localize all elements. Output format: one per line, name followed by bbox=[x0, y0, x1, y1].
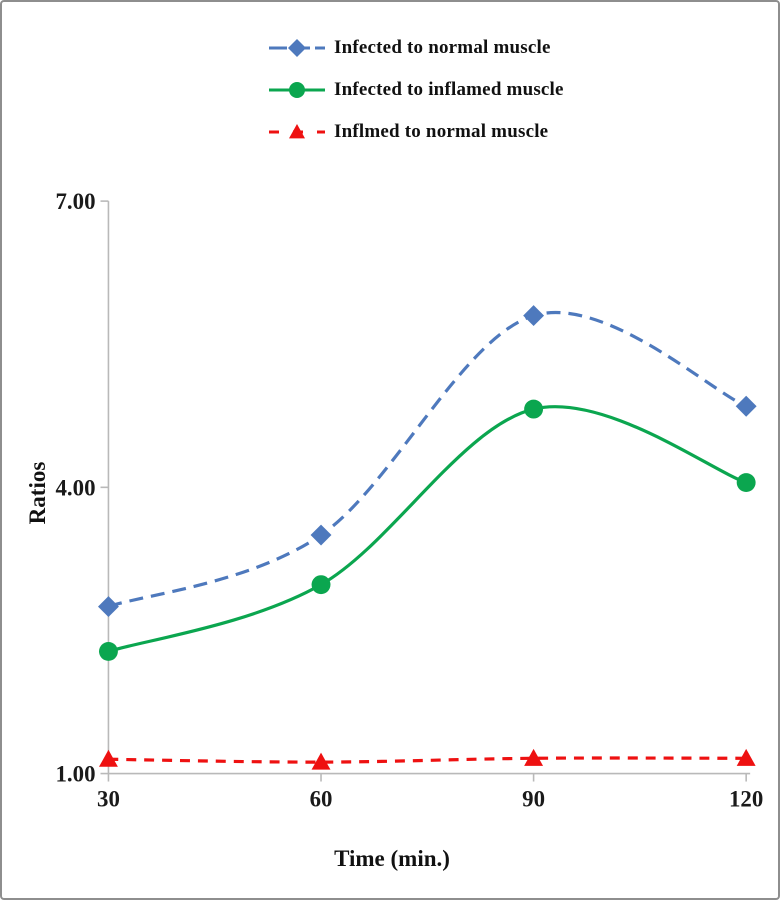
legend-item-0: Infected to normal muscle bbox=[268, 27, 564, 69]
diamond-marker bbox=[735, 395, 757, 417]
legend-item-1: Infected to inflamed muscle bbox=[268, 69, 564, 111]
circle-marker bbox=[524, 399, 544, 419]
chart-legend: Infected to normal muscle Infected to inf… bbox=[268, 27, 564, 153]
triangle-marker bbox=[289, 124, 305, 139]
circle-marker bbox=[736, 473, 756, 493]
series-line-0 bbox=[107, 311, 747, 609]
circle-marker bbox=[99, 641, 118, 661]
triangle-marker bbox=[99, 749, 118, 767]
y-tick-label: 7.00 bbox=[56, 189, 96, 214]
x-tick-label: 30 bbox=[97, 786, 120, 811]
x-axis-title: Time (min.) bbox=[334, 846, 450, 871]
series-line-2 bbox=[108, 756, 747, 764]
diamond-marker bbox=[98, 596, 119, 618]
series-line-1 bbox=[107, 405, 747, 653]
legend-diamond-icon bbox=[269, 39, 325, 57]
y-tick-label: 4.00 bbox=[56, 475, 96, 500]
circle-marker bbox=[289, 82, 305, 98]
circle-marker bbox=[311, 575, 331, 595]
x-tick-label: 90 bbox=[522, 786, 545, 811]
y-axis-title: Ratios bbox=[25, 461, 50, 525]
legend-label: Infected to inflamed muscle bbox=[334, 79, 564, 100]
diamond-marker bbox=[523, 305, 545, 327]
triangle-marker bbox=[311, 752, 331, 770]
legend-item-2: Inflmed to normal muscle bbox=[268, 111, 564, 153]
x-tick-label: 60 bbox=[310, 786, 333, 811]
triangle-marker bbox=[736, 748, 756, 766]
legend-label: Infected to normal muscle bbox=[334, 37, 551, 58]
diamond-marker bbox=[288, 39, 306, 57]
y-tick-label: 1.00 bbox=[56, 762, 96, 787]
triangle-marker bbox=[524, 748, 544, 766]
legend-label: Inflmed to normal muscle bbox=[334, 121, 549, 142]
x-tick-label: 120 bbox=[729, 786, 763, 811]
diamond-marker bbox=[310, 524, 332, 546]
legend-triangle-up-icon bbox=[269, 124, 325, 139]
legend-circle-icon bbox=[269, 82, 325, 98]
